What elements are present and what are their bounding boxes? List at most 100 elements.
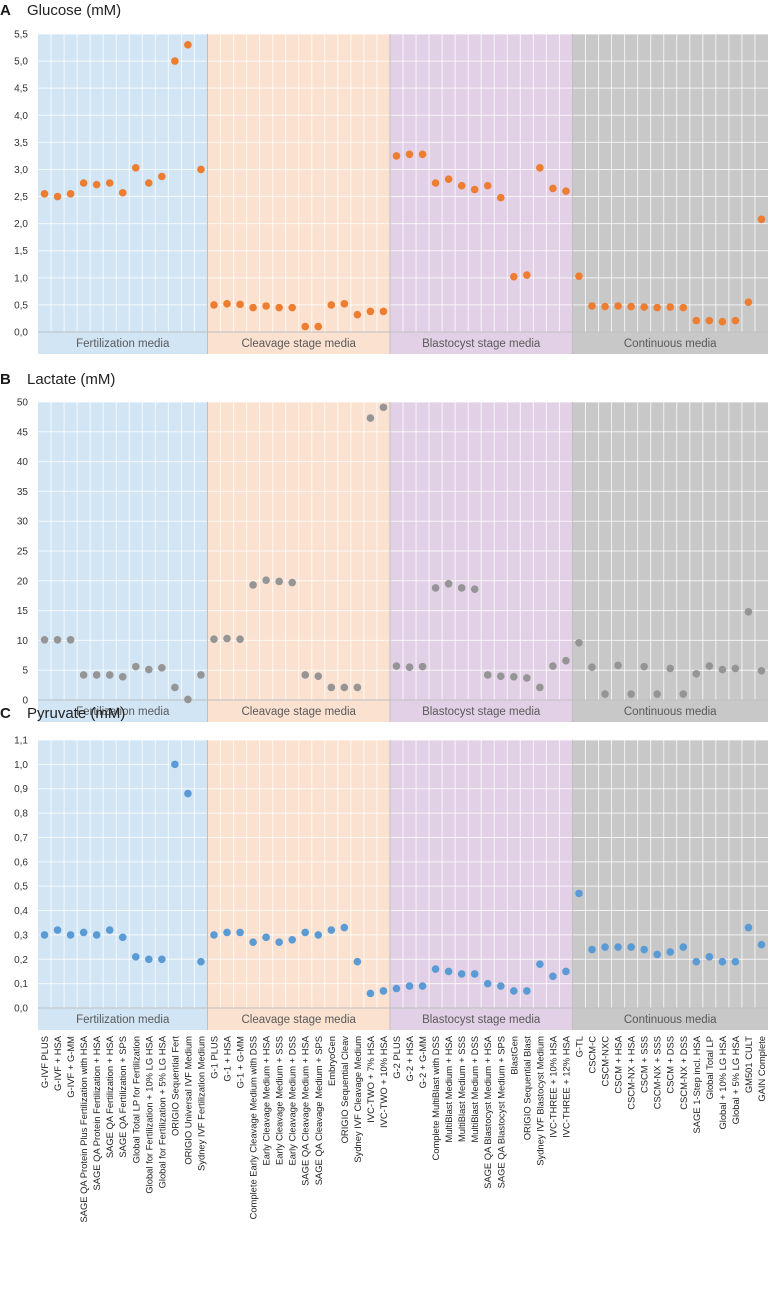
data-point	[679, 303, 688, 312]
y-tick-label: 45	[17, 427, 29, 438]
x-category-label: G-TL	[573, 1036, 584, 1057]
data-point	[40, 931, 49, 939]
data-point	[131, 164, 140, 172]
data-point	[757, 666, 766, 675]
data-point	[562, 656, 570, 665]
x-category-label: SAGE QA Fertilization + HSA	[104, 1035, 115, 1158]
data-point	[549, 662, 557, 670]
segment-label: Cleavage stage media	[241, 1014, 356, 1026]
data-point	[197, 671, 205, 679]
data-point	[510, 987, 518, 995]
panel-a: 0,0 0,5 1,0 1,5 2,0 2,5 3,0 3,5 4,0 4,5 5,0 5,5 Fert…	[0, 2, 768, 354]
segment-label: Continuous media	[624, 338, 717, 350]
y-tick-label: 2,0	[14, 219, 28, 230]
data-point	[301, 928, 310, 937]
y-tick-label: 0,7	[14, 833, 28, 844]
data-point	[496, 672, 505, 680]
data-point	[483, 671, 492, 679]
data-point	[470, 585, 479, 593]
data-point	[171, 760, 179, 769]
data-point	[757, 215, 766, 224]
segment-label: Fertilization media	[76, 1014, 170, 1026]
y-tick-label: 30	[17, 517, 29, 528]
data-point	[496, 982, 505, 990]
y-tick-label: 5,0	[14, 57, 28, 68]
panel-title: Lactate (mM)	[27, 371, 115, 388]
data-point	[418, 662, 427, 671]
data-point	[288, 303, 296, 312]
y-tick-label: 0,4	[14, 906, 28, 917]
data-point	[405, 982, 414, 990]
y-tick-label: 40	[17, 457, 29, 468]
data-point	[223, 928, 231, 937]
y-tick-label: 0,6	[14, 857, 28, 868]
data-point	[444, 175, 453, 184]
data-point	[79, 671, 88, 679]
y-tick-label: 2,5	[14, 192, 28, 203]
segment-label: Blastocyst stage media	[422, 1014, 541, 1026]
data-point	[92, 180, 101, 189]
x-category-label: CSCM-NXC	[600, 1036, 611, 1087]
data-point	[262, 302, 270, 310]
x-category-label: SAGE QA Blastocyst Medium + HSA	[482, 1035, 493, 1189]
x-category-label: SAGE QA Fertilization + SPS	[117, 1036, 128, 1158]
data-point	[483, 181, 492, 190]
data-point	[301, 322, 310, 331]
x-category-labels: G-IVF PLUS G-IVF + HSA G-IVF + G-MM SAGE QA…	[39, 1035, 767, 1222]
data-point	[731, 957, 740, 966]
x-category-label: ORIGIO Universal IVF Medium	[182, 1036, 193, 1165]
x-category-label: MultiBlast Medium + HSA	[443, 1035, 454, 1142]
data-point	[431, 965, 440, 973]
data-point	[457, 970, 466, 978]
x-category-label: Early Cleavage Medium + HSA	[261, 1035, 272, 1165]
data-point	[627, 943, 635, 951]
data-point	[66, 636, 75, 644]
data-point	[614, 302, 622, 310]
y-tick-label: 0,9	[14, 784, 28, 795]
y-tick-label: 1,1	[14, 736, 28, 747]
x-category-label: CSCM-NX + DSS	[678, 1036, 689, 1110]
data-point	[66, 190, 75, 198]
data-point	[210, 931, 218, 939]
x-category-label: G-2 PLUS	[391, 1036, 402, 1079]
x-category-label: EmbryoGen	[326, 1036, 337, 1086]
y-tick-label: 4,0	[14, 111, 28, 122]
data-point	[457, 181, 466, 190]
y-tick-label: 0,0	[14, 1004, 28, 1015]
data-point	[418, 982, 427, 990]
data-point	[327, 683, 336, 692]
x-category-label: SAGE QA Cleavage Medium + HSA	[300, 1035, 311, 1186]
data-point	[601, 690, 609, 698]
data-point	[692, 316, 701, 325]
x-category-label: CSCM + DSS	[665, 1036, 676, 1094]
data-point	[314, 322, 323, 331]
data-point	[184, 41, 192, 49]
data-point	[131, 662, 140, 671]
panel-title: Pyruvate (mM)	[27, 705, 125, 722]
data-point	[197, 165, 205, 174]
y-tick-label: 1,0	[14, 273, 28, 284]
data-point	[457, 584, 466, 592]
data-point	[588, 945, 596, 954]
data-point	[601, 302, 609, 311]
data-point	[301, 671, 310, 679]
x-category-label: SAGE QA Protein Plus Fertilization with …	[78, 1035, 89, 1222]
data-point	[392, 662, 401, 670]
data-point	[614, 943, 622, 951]
data-point	[666, 664, 675, 673]
data-point	[236, 635, 244, 644]
data-point	[536, 164, 544, 172]
data-point	[731, 316, 740, 325]
segment-background	[572, 34, 768, 354]
data-point	[418, 150, 427, 159]
x-category-label: G-1 + G-MM	[235, 1036, 246, 1089]
data-point	[145, 955, 153, 964]
panel-letter: A	[0, 2, 11, 19]
y-tick-label: 0,3	[14, 930, 28, 941]
data-point	[158, 664, 166, 672]
data-point	[105, 179, 114, 187]
data-point	[223, 634, 231, 643]
data-point	[510, 672, 518, 681]
data-point	[575, 638, 583, 647]
